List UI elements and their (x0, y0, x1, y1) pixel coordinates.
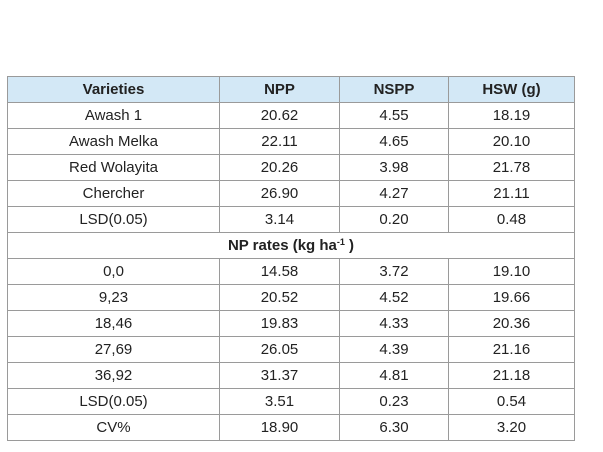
table-row: 18,46 19.83 4.33 20.36 (7, 310, 575, 337)
variety-cell: LSD(0.05) (7, 206, 220, 233)
hsw-cell: 21.78 (448, 154, 575, 181)
hsw-cell: 19.66 (448, 284, 575, 311)
table-row: LSD(0.05) 3.51 0.23 0.54 (7, 388, 575, 415)
nspp-cell: 4.81 (339, 362, 449, 389)
npp-cell: 26.05 (219, 336, 340, 363)
variety-cell: Awash 1 (7, 102, 220, 129)
section-label-end: ) (344, 237, 355, 254)
variety-cell: Red Wolayita (7, 154, 220, 181)
section-row: NP rates (kg ha-1 ) (7, 232, 575, 259)
table-row: LSD(0.05) 3.14 0.20 0.48 (7, 206, 575, 233)
np-rate-cell: 0,0 (7, 258, 220, 285)
variety-cell: Chercher (7, 180, 220, 207)
table-row: CV% 18.90 6.30 3.20 (7, 414, 575, 441)
npp-cell: 3.14 (219, 206, 340, 233)
np-rate-cell: 27,69 (7, 336, 220, 363)
npp-cell: 20.26 (219, 154, 340, 181)
table-body: Awash 1 20.62 4.55 18.19 Awash Melka 22.… (7, 102, 575, 441)
section-label-superscript: -1 (336, 237, 345, 247)
npp-cell: 18.90 (219, 414, 340, 441)
section-heading-np-rates: NP rates (kg ha-1 ) (7, 232, 575, 259)
section-label-main: NP rates (kg ha (227, 237, 337, 254)
np-rate-cell: 18,46 (7, 310, 220, 337)
table-row: 9,23 20.52 4.52 19.66 (7, 284, 575, 311)
table-row: 0,0 14.58 3.72 19.10 (7, 258, 575, 285)
nspp-cell: 6.30 (339, 414, 449, 441)
header-row: Varieties NPP NSPP HSW (g) (7, 76, 575, 103)
hsw-cell: 20.10 (448, 128, 575, 155)
table-row: Awash Melka 22.11 4.65 20.10 (7, 128, 575, 155)
hsw-cell: 0.48 (448, 206, 575, 233)
header-varieties: Varieties (7, 76, 220, 103)
npp-cell: 20.62 (219, 102, 340, 129)
header-nspp: NSPP (339, 76, 449, 103)
npp-cell: 26.90 (219, 180, 340, 207)
hsw-cell: 3.20 (448, 414, 575, 441)
np-rate-cell: 36,92 (7, 362, 220, 389)
lsd-label-cell: LSD(0.05) (7, 388, 220, 415)
header-npp: NPP (219, 76, 340, 103)
table-row: Red Wolayita 20.26 3.98 21.78 (7, 154, 575, 181)
hsw-cell: 0.54 (448, 388, 575, 415)
nspp-cell: 0.20 (339, 206, 449, 233)
table-row: 27,69 26.05 4.39 21.16 (7, 336, 575, 363)
nspp-cell: 4.39 (339, 336, 449, 363)
cv-label-cell: CV% (7, 414, 220, 441)
nspp-cell: 4.65 (339, 128, 449, 155)
nspp-cell: 4.55 (339, 102, 449, 129)
results-table-container: Varieties NPP NSPP HSW (g) Awash 1 20.62… (7, 76, 575, 441)
hsw-cell: 18.19 (448, 102, 575, 129)
npp-cell: 19.83 (219, 310, 340, 337)
nspp-cell: 4.33 (339, 310, 449, 337)
hsw-cell: 19.10 (448, 258, 575, 285)
npp-cell: 3.51 (219, 388, 340, 415)
nspp-cell: 4.27 (339, 180, 449, 207)
header-hsw: HSW (g) (448, 76, 575, 103)
table-row: Awash 1 20.62 4.55 18.19 (7, 102, 575, 129)
table-row: 36,92 31.37 4.81 21.18 (7, 362, 575, 389)
hsw-cell: 21.16 (448, 336, 575, 363)
nspp-cell: 3.72 (339, 258, 449, 285)
npp-cell: 22.11 (219, 128, 340, 155)
table-header: Varieties NPP NSPP HSW (g) (7, 76, 575, 103)
npp-cell: 20.52 (219, 284, 340, 311)
npp-cell: 31.37 (219, 362, 340, 389)
nspp-cell: 4.52 (339, 284, 449, 311)
np-rate-cell: 9,23 (7, 284, 220, 311)
hsw-cell: 21.11 (448, 180, 575, 207)
variety-cell: Awash Melka (7, 128, 220, 155)
nspp-cell: 3.98 (339, 154, 449, 181)
table-row: Chercher 26.90 4.27 21.11 (7, 180, 575, 207)
hsw-cell: 21.18 (448, 362, 575, 389)
hsw-cell: 20.36 (448, 310, 575, 337)
nspp-cell: 0.23 (339, 388, 449, 415)
results-table: Varieties NPP NSPP HSW (g) Awash 1 20.62… (7, 76, 575, 441)
npp-cell: 14.58 (219, 258, 340, 285)
